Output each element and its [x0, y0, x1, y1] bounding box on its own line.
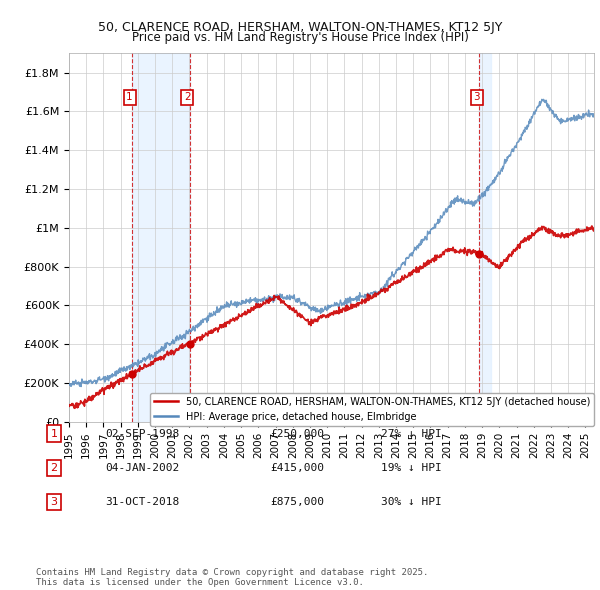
Text: 1: 1 [50, 429, 58, 438]
Text: 2: 2 [184, 93, 190, 102]
Text: 50, CLARENCE ROAD, HERSHAM, WALTON-ON-THAMES, KT12 5JY: 50, CLARENCE ROAD, HERSHAM, WALTON-ON-TH… [98, 21, 502, 34]
Text: £875,000: £875,000 [270, 497, 324, 507]
Text: 2: 2 [50, 463, 58, 473]
Text: 19% ↓ HPI: 19% ↓ HPI [381, 463, 442, 473]
Legend: 50, CLARENCE ROAD, HERSHAM, WALTON-ON-THAMES, KT12 5JY (detached house), HPI: Av: 50, CLARENCE ROAD, HERSHAM, WALTON-ON-TH… [150, 393, 594, 425]
Text: £415,000: £415,000 [270, 463, 324, 473]
Text: 3: 3 [50, 497, 58, 507]
Text: 02-SEP-1998: 02-SEP-1998 [105, 429, 179, 438]
Text: £250,000: £250,000 [270, 429, 324, 438]
Text: Price paid vs. HM Land Registry's House Price Index (HPI): Price paid vs. HM Land Registry's House … [131, 31, 469, 44]
Text: 30% ↓ HPI: 30% ↓ HPI [381, 497, 442, 507]
Bar [132, 53, 190, 422]
Text: 04-JAN-2002: 04-JAN-2002 [105, 463, 179, 473]
Text: 27% ↓ HPI: 27% ↓ HPI [381, 429, 442, 438]
Text: 1: 1 [126, 93, 133, 102]
Bar [479, 53, 491, 422]
Text: 3: 3 [473, 93, 480, 102]
Text: Contains HM Land Registry data © Crown copyright and database right 2025.
This d: Contains HM Land Registry data © Crown c… [36, 568, 428, 587]
Text: 31-OCT-2018: 31-OCT-2018 [105, 497, 179, 507]
